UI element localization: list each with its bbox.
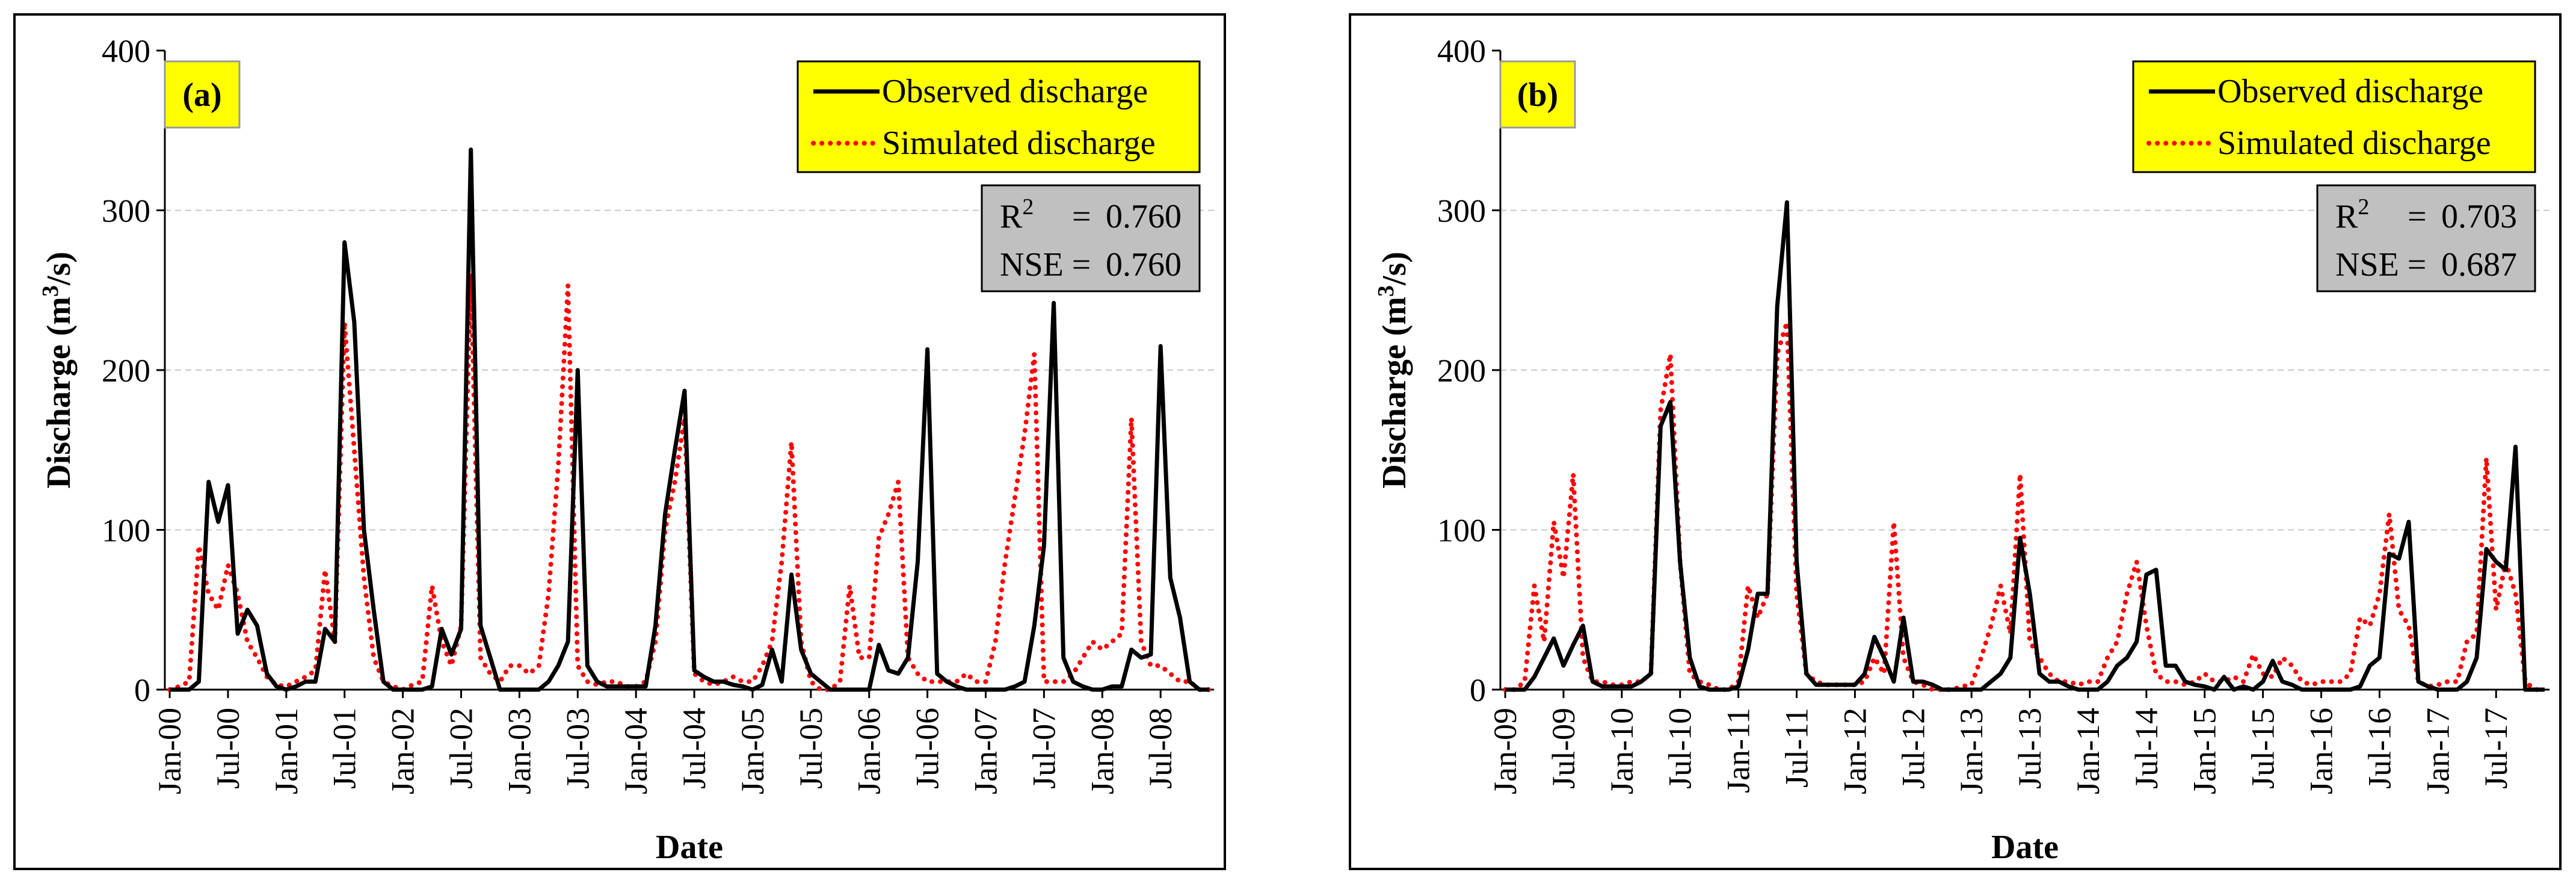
x-tick-label: Jan-01 [268,708,304,794]
stats-box [981,184,1201,292]
panel-label-box [164,60,241,129]
x-tick-label: Jul-14 [2128,708,2165,789]
x-tick-label: Jan-10 [1604,708,1640,794]
x-tick-label: Jul-16 [2361,708,2397,789]
legend-simulated-label: Simulated discharge [882,125,1156,162]
x-tick-label: Jan-17 [2420,708,2456,794]
x-tick-label: Jul-05 [793,708,829,789]
x-tick-label: Jul-12 [1895,708,1931,789]
y-axis-title-post: /s) [1376,252,1413,286]
y-axis-title-sup: 3 [38,285,63,297]
x-tick-label: Jan-14 [2070,708,2106,794]
x-tick-label: Jul-11 [1779,708,1815,788]
x-tick-label: Jan-07 [968,708,1004,794]
x-axis-title: Date [656,829,723,866]
discharge-chart-a: 0 100 200 300 400 Jan-00 Jul-00 Jan-01 Jul-01 Jan… [38,33,1214,866]
x-axis-title: Date [1991,829,2059,866]
x-tick-label: Jan-08 [1084,708,1120,794]
panel-label-box [1499,60,1576,129]
y-tick-label: 0 [134,672,150,708]
y-tick-label: 300 [1437,193,1486,229]
x-tick-label: Jul-08 [1142,708,1179,789]
legend-observed-label: Observed discharge [882,73,1148,110]
y-axis-title: Discharge (m3/s) [38,252,78,489]
x-tick-label: Jul-00 [210,708,246,789]
panel-label: (a) [182,76,221,114]
x-tick-label: Jan-02 [385,708,421,794]
y-tick-label: 400 [102,33,150,69]
x-tick-label: Jan-12 [1837,708,1873,794]
x-tick-label: Jul-07 [1026,708,1062,789]
x-tick-label: Jul-04 [676,708,712,789]
x-tick-label: Jan-05 [735,708,771,794]
x-tick-label: Jul-03 [559,708,596,789]
y-axis-title-post: /s) [40,252,78,286]
r2-label: R2 [2335,194,2369,235]
r2-label-sup: 2 [1022,194,1034,220]
y-tick-label: 300 [102,193,150,229]
y-axis-title-pre: Discharge (m [40,297,78,489]
panel-label: (b) [1517,76,1558,114]
y-axis-title-sup: 3 [1373,285,1399,297]
nse-value: 0.687 [2441,246,2517,283]
y-axis-title: Discharge (m3/s) [1373,252,1413,489]
observed-discharge-line [170,147,1209,692]
nse-value: 0.760 [1106,246,1182,283]
legend-box [797,60,1201,173]
nse-label: NSE = [2335,246,2426,283]
x-tick-label: Jan-11 [1721,708,1757,793]
x-tick-label: Jul-17 [2478,708,2514,789]
r2-value: 0.760 [1106,198,1182,235]
x-tick-label: Jan-15 [2187,708,2223,794]
x-tick-label: Jan-03 [501,708,537,794]
r2-equals: = [2408,198,2427,235]
nse-label: NSE = [1000,246,1091,283]
r2-label-base: R [1000,198,1023,235]
x-tick-label: Jan-13 [1953,708,1989,794]
x-tick-label: Jan-06 [851,708,887,794]
r2-equals: = [1072,198,1091,235]
x-tick-label: Jul-01 [327,708,363,789]
x-tick-label: Jul-10 [1662,708,1698,789]
x-tick-label: Jul-06 [910,708,946,789]
r2-label: R2 [1000,194,1034,235]
simulated-discharge-line [1503,320,2547,692]
discharge-chart-b: 0 100 200 300 400 Jan-09 Jul-09 Jan-10 Jul-10 Jan… [1373,33,2550,866]
legend-simulated-label: Simulated discharge [2217,125,2491,162]
stats-box [2316,184,2536,292]
legend-observed-label: Observed discharge [2217,73,2483,110]
r2-label-base: R [2335,198,2358,235]
r2-value: 0.703 [2441,198,2517,235]
x-tick-label: Jul-15 [2245,708,2281,789]
x-tick-label: Jul-09 [1545,708,1582,789]
x-tick-label: Jul-13 [2012,708,2048,789]
y-tick-label: 100 [1437,513,1486,549]
observed-discharge-line [1505,200,2545,692]
y-tick-label: 200 [1437,353,1486,389]
x-tick-label: Jan-09 [1487,708,1523,794]
chart-panel-b: 0 100 200 300 400 Jan-09 Jul-09 Jan-10 Jul-10 Jan… [1349,13,2562,870]
r2-label-sup: 2 [2358,194,2369,220]
y-axis-title-pre: Discharge (m [1376,297,1413,489]
x-tick-label: Jan-04 [618,708,654,794]
y-tick-label: 400 [1437,33,1486,69]
x-tick-label: Jan-16 [2303,708,2340,794]
x-tick-label: Jul-02 [443,708,479,789]
y-tick-label: 200 [102,353,150,389]
legend-box [2132,60,2536,173]
y-tick-label: 0 [1470,672,1486,708]
x-tick-label: Jan-00 [152,708,188,794]
chart-panel-a: 0 100 200 300 400 Jan-00 Jul-00 Jan-01 Jul-01 Jan… [13,13,1226,870]
y-tick-label: 100 [102,513,150,549]
